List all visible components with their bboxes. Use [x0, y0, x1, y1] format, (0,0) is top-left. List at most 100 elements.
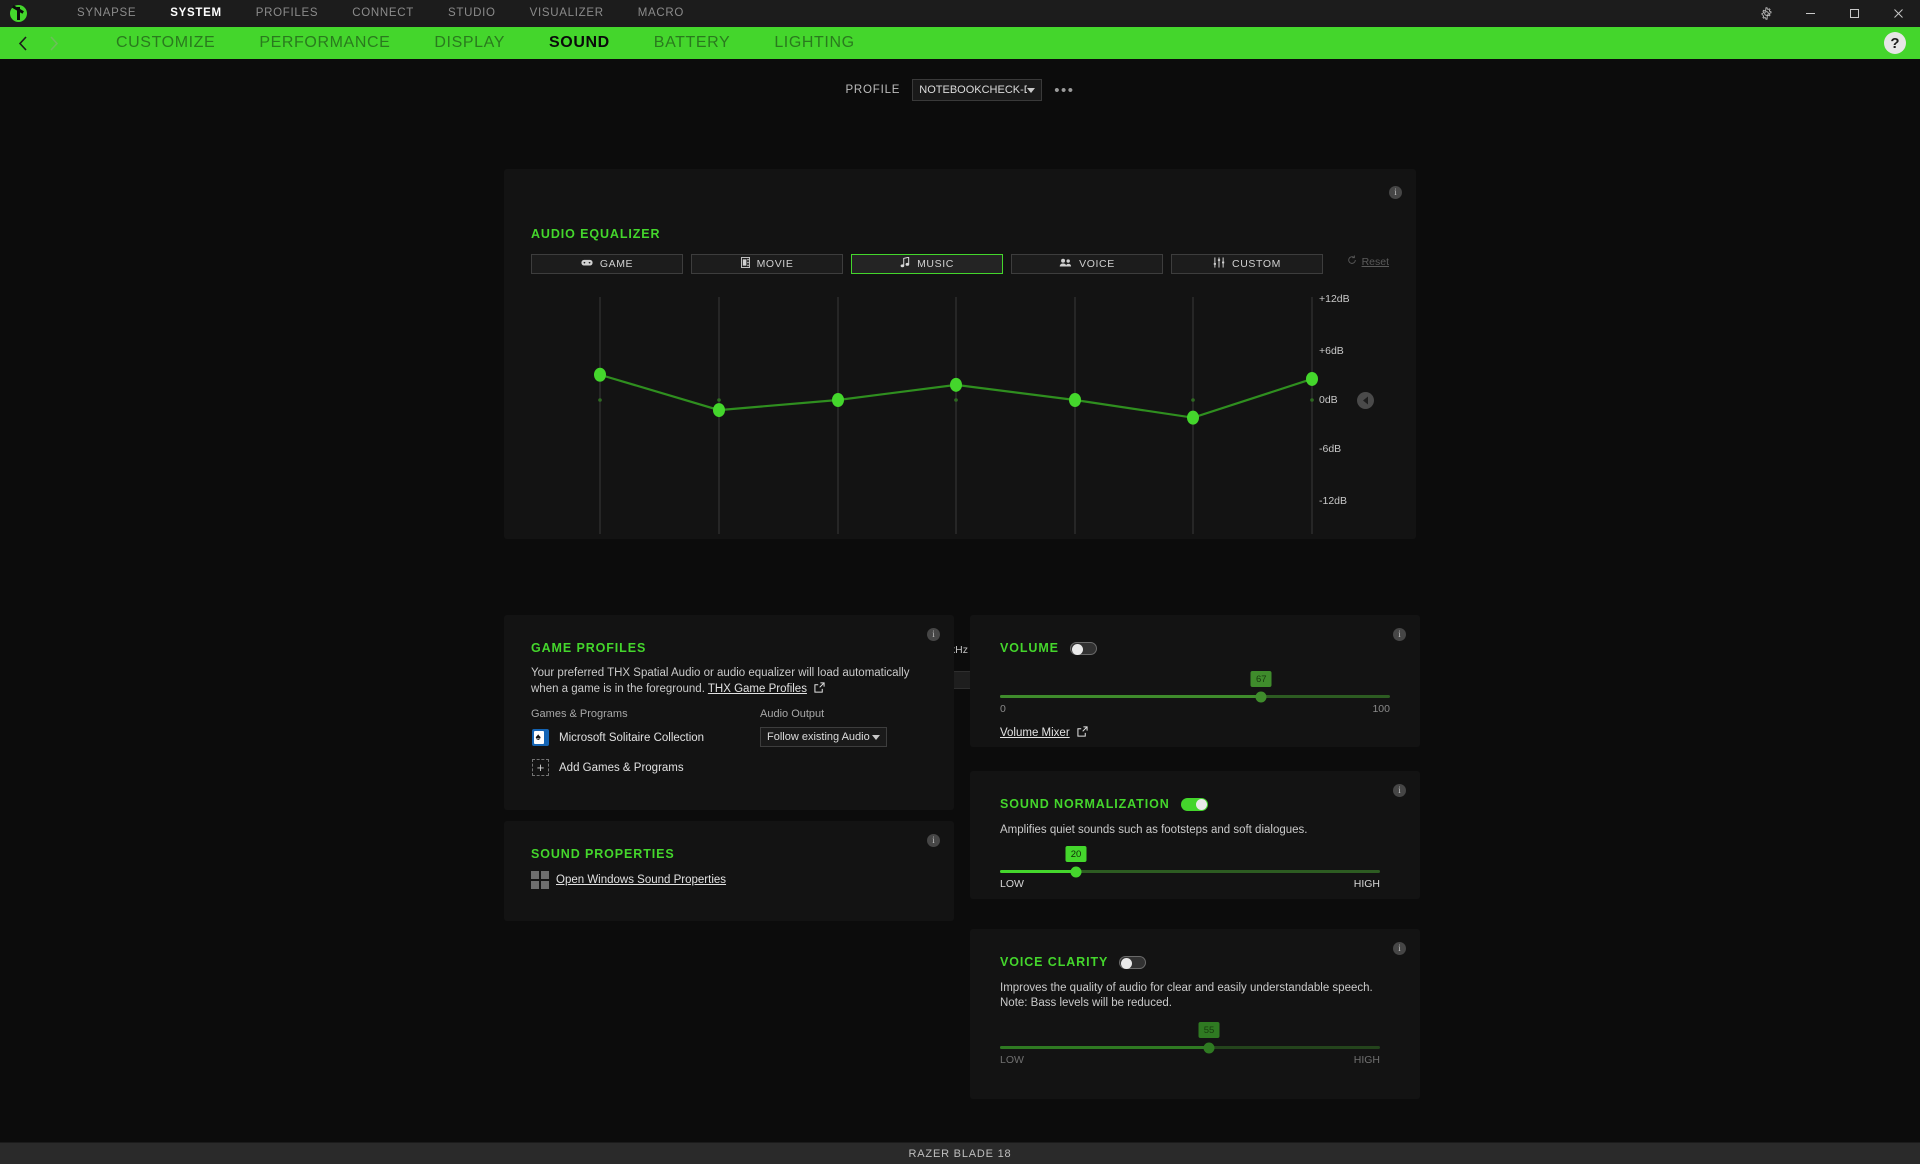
- profile-select[interactable]: NOTEBOOKCHECK-De...: [912, 79, 1043, 101]
- help-button[interactable]: ?: [1884, 32, 1906, 54]
- open-windows-sound-properties-label: Open Windows Sound Properties: [556, 874, 727, 886]
- film-icon: [740, 257, 750, 271]
- sound-normalization-max-label: HIGH: [1353, 878, 1380, 890]
- voice-clarity-card: i VOICE CLARITY Improves the quality of …: [970, 929, 1420, 1099]
- sound-normalization-title: SOUND NORMALIZATION: [1000, 797, 1170, 811]
- sound-properties-card: i SOUND PROPERTIES Open Windows Sound Pr…: [504, 821, 954, 921]
- voice-clarity-min-label: LOW: [1000, 1054, 1024, 1066]
- game-profiles-description: Your preferred THX Spatial Audio or audi…: [531, 665, 927, 698]
- razer-logo-icon[interactable]: [0, 0, 36, 27]
- minimize-icon[interactable]: [1788, 0, 1832, 27]
- add-games-programs-label: Add Games & Programs: [559, 761, 684, 774]
- device-name-label: RAZER BLADE 18: [908, 1147, 1012, 1160]
- volume-toggle[interactable]: [1069, 641, 1097, 655]
- db-tick-minus6: -6dB: [1319, 443, 1342, 455]
- sound-normalization-slider-track: [1000, 870, 1380, 873]
- info-icon[interactable]: i: [1393, 784, 1406, 797]
- windows-icon: [531, 871, 549, 889]
- tab-customize[interactable]: CUSTOMIZE: [116, 34, 216, 51]
- main-nav-item-synapse[interactable]: SYNAPSE: [77, 7, 137, 19]
- external-link-icon: [1077, 724, 1088, 742]
- tab-performance[interactable]: PERFORMANCE: [259, 34, 391, 51]
- voice-clarity-slider[interactable]: 55 LOW HIGH: [1000, 1022, 1380, 1066]
- preset-custom-label: CUSTOM: [1232, 258, 1281, 270]
- equalizer-reset-button[interactable]: Reset: [1347, 255, 1389, 268]
- tab-battery[interactable]: BATTERY: [653, 34, 731, 51]
- main-nav-item-connect[interactable]: CONNECT: [352, 7, 414, 19]
- main-nav-item-studio[interactable]: STUDIO: [447, 7, 496, 19]
- voice-clarity-slider-fill: [1000, 1046, 1209, 1049]
- page-content: PROFILE NOTEBOOKCHECK-De... ••• THX STER…: [0, 59, 1920, 1142]
- chevron-left-icon[interactable]: [8, 27, 38, 59]
- audio-output-select[interactable]: Follow existing Audio EQ: [760, 727, 887, 747]
- tab-display[interactable]: DISPLAY: [434, 34, 506, 51]
- reset-circular-arrow-icon: [1347, 255, 1357, 268]
- people-icon: [1059, 258, 1072, 270]
- db-tick-plus6: +6dB: [1319, 345, 1344, 357]
- equalizer-graph[interactable]: [542, 289, 1332, 539]
- sub-nav-tabs: CUSTOMIZE PERFORMANCE DISPLAY SOUND BATT…: [94, 27, 877, 59]
- volume-slider[interactable]: 67 0 100: [1000, 671, 1390, 715]
- maximize-icon[interactable]: [1832, 0, 1876, 27]
- preset-custom-button[interactable]: CUSTOM: [1171, 254, 1323, 274]
- main-nav-item-system[interactable]: SYSTEM: [170, 7, 222, 19]
- tab-lighting[interactable]: LIGHTING: [774, 34, 855, 51]
- preset-movie-button[interactable]: MOVIE: [691, 254, 843, 274]
- volume-title-row: VOLUME: [1000, 641, 1097, 655]
- voice-clarity-toggle[interactable]: [1119, 955, 1147, 969]
- info-icon[interactable]: i: [927, 834, 940, 847]
- voice-clarity-slider-knob[interactable]: [1203, 1042, 1215, 1053]
- sound-normalization-toggle[interactable]: [1180, 797, 1208, 811]
- info-icon[interactable]: i: [1393, 942, 1406, 955]
- sound-normalization-slider-value: 20: [1065, 846, 1087, 862]
- audio-equalizer-card: i AUDIO EQUALIZER GAME MOVIE MUSIC: [504, 169, 1416, 689]
- voice-clarity-title: VOICE CLARITY: [1000, 955, 1109, 969]
- equalizer-reset-label: Reset: [1361, 255, 1389, 268]
- volume-slider-value: 67: [1250, 671, 1272, 687]
- profile-row: PROFILE NOTEBOOKCHECK-De... •••: [0, 79, 1920, 101]
- preset-game-label: GAME: [599, 258, 634, 270]
- chevron-down-icon: [872, 731, 880, 743]
- preset-game-button[interactable]: GAME: [531, 254, 683, 274]
- info-icon[interactable]: i: [927, 628, 940, 641]
- sliders-icon: [1213, 257, 1225, 271]
- music-note-icon: [900, 256, 910, 271]
- chevron-right-icon[interactable]: [38, 27, 68, 59]
- preset-voice-button[interactable]: VOICE: [1011, 254, 1163, 274]
- profile-label: PROFILE: [845, 84, 901, 96]
- audio-output-column-header: Audio Output: [760, 708, 825, 720]
- main-nav-item-profiles[interactable]: PROFILES: [255, 7, 319, 19]
- voice-clarity-title-row: VOICE CLARITY: [1000, 955, 1147, 969]
- external-link-icon[interactable]: [814, 682, 825, 698]
- solitaire-icon: [532, 729, 549, 746]
- info-icon[interactable]: i: [1389, 186, 1402, 199]
- profile-more-button[interactable]: •••: [1054, 81, 1075, 99]
- sound-normalization-slider-knob[interactable]: [1070, 866, 1082, 877]
- equalizer-db-axis: +12dB +6dB 0dB -6dB -12dB: [1319, 289, 1389, 539]
- gear-icon[interactable]: [1744, 0, 1788, 27]
- preset-music-button[interactable]: MUSIC: [851, 254, 1003, 274]
- close-icon[interactable]: [1876, 0, 1920, 27]
- sound-normalization-slider[interactable]: 20 LOW HIGH: [1000, 846, 1380, 890]
- volume-mixer-link[interactable]: Volume Mixer: [1000, 724, 1088, 742]
- add-games-programs-button[interactable]: + Add Games & Programs: [532, 759, 684, 776]
- thx-game-profiles-link[interactable]: THX Game Profiles: [707, 683, 807, 695]
- open-windows-sound-properties-link[interactable]: Open Windows Sound Properties: [531, 871, 726, 889]
- info-icon[interactable]: i: [1393, 628, 1406, 641]
- equalizer-curve-svg[interactable]: [542, 289, 1332, 539]
- tab-sound[interactable]: SOUND: [549, 34, 610, 51]
- title-bar: SYNAPSE SYSTEM PROFILES CONNECT STUDIO V…: [0, 0, 1920, 27]
- db-tick-zero: 0dB: [1319, 394, 1338, 406]
- main-nav-item-visualizer[interactable]: VISUALIZER: [529, 7, 604, 19]
- volume-slider-knob[interactable]: [1255, 691, 1267, 702]
- sound-normalization-slider-fill: [1000, 870, 1076, 873]
- game-profiles-card: i GAME PROFILES Your preferred THX Spati…: [504, 615, 954, 810]
- collapse-left-arrow-icon[interactable]: [1357, 392, 1374, 409]
- gamepad-icon: [581, 258, 593, 270]
- main-nav-item-macro[interactable]: MACRO: [637, 7, 685, 19]
- sound-normalization-min-label: LOW: [1000, 878, 1024, 890]
- window-controls: [1744, 0, 1920, 27]
- sound-normalization-title-row: SOUND NORMALIZATION: [1000, 797, 1208, 811]
- table-row[interactable]: Microsoft Solitaire Collection: [532, 729, 704, 746]
- games-programs-column-header: Games & Programs: [531, 708, 628, 720]
